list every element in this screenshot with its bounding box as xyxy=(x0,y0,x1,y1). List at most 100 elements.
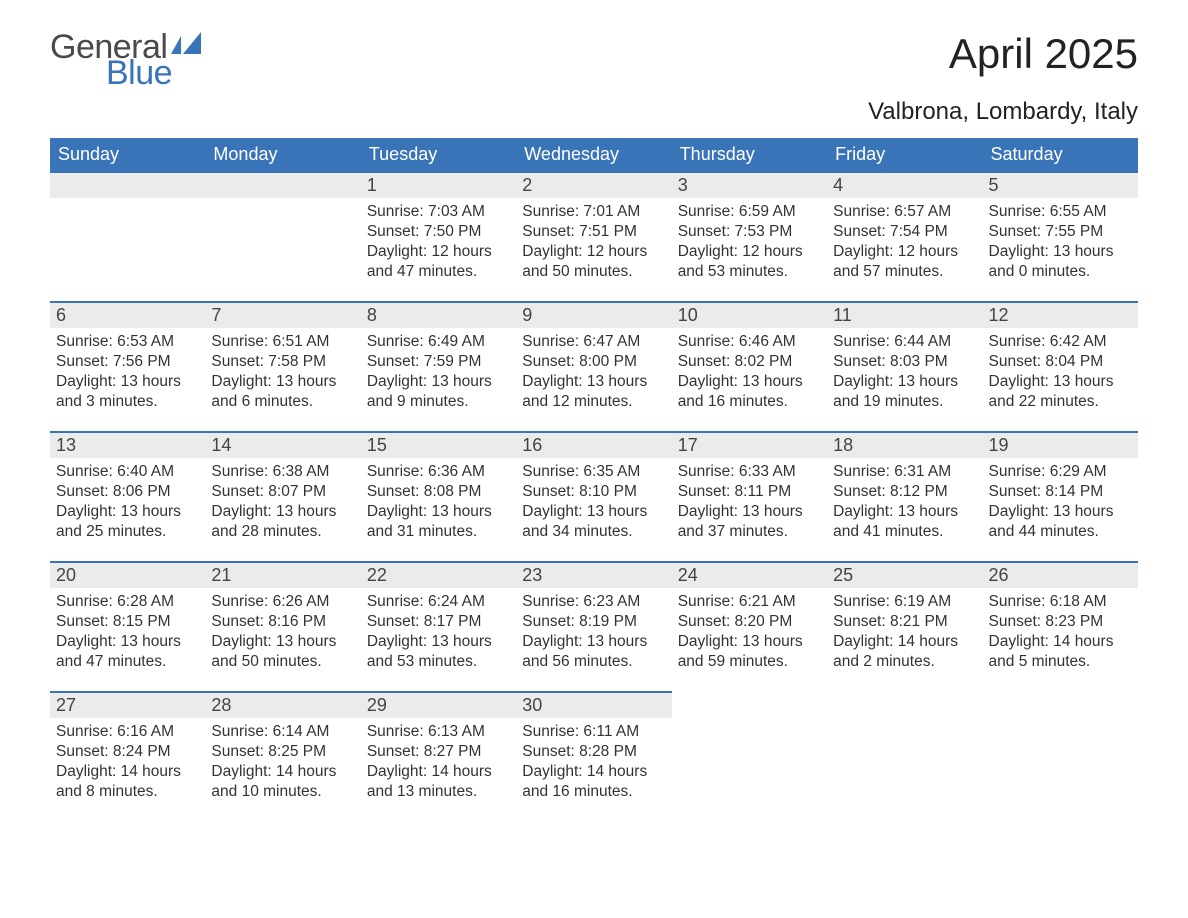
day-sunset: Sunset: 8:28 PM xyxy=(522,742,665,762)
calendar-cell: 12Sunrise: 6:42 AMSunset: 8:04 PMDayligh… xyxy=(983,301,1138,431)
day-details: Sunrise: 6:57 AMSunset: 7:54 PMDaylight:… xyxy=(827,198,982,291)
calendar-cell: 15Sunrise: 6:36 AMSunset: 8:08 PMDayligh… xyxy=(361,431,516,561)
day-details: Sunrise: 6:51 AMSunset: 7:58 PMDaylight:… xyxy=(205,328,360,421)
calendar-cell: 13Sunrise: 6:40 AMSunset: 8:06 PMDayligh… xyxy=(50,431,205,561)
day-daylight1: Daylight: 13 hours xyxy=(678,502,821,522)
calendar-header: SundayMondayTuesdayWednesdayThursdayFrid… xyxy=(50,138,1138,171)
day-daylight2: and 53 minutes. xyxy=(367,652,510,672)
day-daylight2: and 47 minutes. xyxy=(56,652,199,672)
day-header: Friday xyxy=(827,138,982,171)
day-details: Sunrise: 6:49 AMSunset: 7:59 PMDaylight:… xyxy=(361,328,516,421)
day-sunrise: Sunrise: 6:53 AM xyxy=(56,332,199,352)
calendar-body: 1Sunrise: 7:03 AMSunset: 7:50 PMDaylight… xyxy=(50,171,1138,821)
day-daylight1: Daylight: 13 hours xyxy=(211,632,354,652)
calendar-cell: 2Sunrise: 7:01 AMSunset: 7:51 PMDaylight… xyxy=(516,171,671,301)
day-header: Saturday xyxy=(983,138,1138,171)
day-daylight2: and 53 minutes. xyxy=(678,262,821,282)
day-number xyxy=(205,171,360,198)
day-header: Wednesday xyxy=(516,138,671,171)
day-sunset: Sunset: 8:02 PM xyxy=(678,352,821,372)
day-details: Sunrise: 6:42 AMSunset: 8:04 PMDaylight:… xyxy=(983,328,1138,421)
day-sunset: Sunset: 7:55 PM xyxy=(989,222,1132,242)
day-number: 6 xyxy=(50,301,205,328)
day-number xyxy=(50,171,205,198)
day-daylight2: and 16 minutes. xyxy=(522,782,665,802)
day-daylight2: and 2 minutes. xyxy=(833,652,976,672)
day-daylight2: and 5 minutes. xyxy=(989,652,1132,672)
calendar-cell: 5Sunrise: 6:55 AMSunset: 7:55 PMDaylight… xyxy=(983,171,1138,301)
day-sunset: Sunset: 7:56 PM xyxy=(56,352,199,372)
day-daylight1: Daylight: 13 hours xyxy=(678,372,821,392)
day-sunset: Sunset: 8:07 PM xyxy=(211,482,354,502)
day-details: Sunrise: 6:28 AMSunset: 8:15 PMDaylight:… xyxy=(50,588,205,681)
day-sunrise: Sunrise: 6:40 AM xyxy=(56,462,199,482)
calendar-week: 13Sunrise: 6:40 AMSunset: 8:06 PMDayligh… xyxy=(50,431,1138,561)
day-daylight1: Daylight: 13 hours xyxy=(522,632,665,652)
calendar-cell: 24Sunrise: 6:21 AMSunset: 8:20 PMDayligh… xyxy=(672,561,827,691)
day-number: 5 xyxy=(983,171,1138,198)
day-sunrise: Sunrise: 6:42 AM xyxy=(989,332,1132,352)
day-daylight2: and 44 minutes. xyxy=(989,522,1132,542)
day-header: Tuesday xyxy=(361,138,516,171)
day-daylight1: Daylight: 13 hours xyxy=(522,372,665,392)
day-daylight1: Daylight: 14 hours xyxy=(522,762,665,782)
day-number: 13 xyxy=(50,431,205,458)
calendar-cell xyxy=(50,171,205,301)
day-number: 17 xyxy=(672,431,827,458)
day-sunset: Sunset: 8:23 PM xyxy=(989,612,1132,632)
day-daylight2: and 41 minutes. xyxy=(833,522,976,542)
day-daylight1: Daylight: 13 hours xyxy=(56,632,199,652)
calendar-cell: 27Sunrise: 6:16 AMSunset: 8:24 PMDayligh… xyxy=(50,691,205,821)
day-sunset: Sunset: 8:08 PM xyxy=(367,482,510,502)
day-sunset: Sunset: 8:03 PM xyxy=(833,352,976,372)
day-sunrise: Sunrise: 6:49 AM xyxy=(367,332,510,352)
day-sunrise: Sunrise: 6:14 AM xyxy=(211,722,354,742)
day-sunset: Sunset: 8:21 PM xyxy=(833,612,976,632)
calendar-table: SundayMondayTuesdayWednesdayThursdayFrid… xyxy=(50,138,1138,821)
day-daylight2: and 50 minutes. xyxy=(211,652,354,672)
day-daylight2: and 19 minutes. xyxy=(833,392,976,412)
day-daylight1: Daylight: 14 hours xyxy=(367,762,510,782)
day-daylight2: and 56 minutes. xyxy=(522,652,665,672)
calendar-cell: 25Sunrise: 6:19 AMSunset: 8:21 PMDayligh… xyxy=(827,561,982,691)
day-number: 20 xyxy=(50,561,205,588)
day-sunset: Sunset: 8:00 PM xyxy=(522,352,665,372)
day-details: Sunrise: 6:19 AMSunset: 8:21 PMDaylight:… xyxy=(827,588,982,681)
day-daylight2: and 34 minutes. xyxy=(522,522,665,542)
calendar-cell: 10Sunrise: 6:46 AMSunset: 8:02 PMDayligh… xyxy=(672,301,827,431)
day-daylight1: Daylight: 13 hours xyxy=(989,242,1132,262)
day-sunset: Sunset: 8:19 PM xyxy=(522,612,665,632)
day-daylight1: Daylight: 13 hours xyxy=(989,372,1132,392)
location-subtitle: Valbrona, Lombardy, Italy xyxy=(50,98,1138,126)
day-number: 14 xyxy=(205,431,360,458)
calendar-cell: 3Sunrise: 6:59 AMSunset: 7:53 PMDaylight… xyxy=(672,171,827,301)
day-details: Sunrise: 6:36 AMSunset: 8:08 PMDaylight:… xyxy=(361,458,516,551)
day-sunrise: Sunrise: 6:18 AM xyxy=(989,592,1132,612)
day-sunrise: Sunrise: 6:29 AM xyxy=(989,462,1132,482)
day-sunset: Sunset: 7:54 PM xyxy=(833,222,976,242)
day-daylight1: Daylight: 13 hours xyxy=(833,372,976,392)
day-number: 4 xyxy=(827,171,982,198)
day-sunset: Sunset: 7:58 PM xyxy=(211,352,354,372)
day-number: 24 xyxy=(672,561,827,588)
day-number: 21 xyxy=(205,561,360,588)
day-details: Sunrise: 6:46 AMSunset: 8:02 PMDaylight:… xyxy=(672,328,827,421)
day-daylight2: and 28 minutes. xyxy=(211,522,354,542)
day-sunset: Sunset: 7:51 PM xyxy=(522,222,665,242)
calendar-cell: 22Sunrise: 6:24 AMSunset: 8:17 PMDayligh… xyxy=(361,561,516,691)
day-number: 28 xyxy=(205,691,360,718)
day-header: Thursday xyxy=(672,138,827,171)
day-sunrise: Sunrise: 6:28 AM xyxy=(56,592,199,612)
day-daylight2: and 47 minutes. xyxy=(367,262,510,282)
calendar-cell: 9Sunrise: 6:47 AMSunset: 8:00 PMDaylight… xyxy=(516,301,671,431)
calendar-cell xyxy=(672,691,827,821)
calendar-cell xyxy=(983,691,1138,821)
day-daylight1: Daylight: 13 hours xyxy=(367,372,510,392)
day-sunrise: Sunrise: 7:01 AM xyxy=(522,202,665,222)
day-daylight1: Daylight: 12 hours xyxy=(678,242,821,262)
calendar-cell: 18Sunrise: 6:31 AMSunset: 8:12 PMDayligh… xyxy=(827,431,982,561)
day-number: 29 xyxy=(361,691,516,718)
day-daylight2: and 31 minutes. xyxy=(367,522,510,542)
day-daylight1: Daylight: 12 hours xyxy=(367,242,510,262)
calendar-cell: 16Sunrise: 6:35 AMSunset: 8:10 PMDayligh… xyxy=(516,431,671,561)
